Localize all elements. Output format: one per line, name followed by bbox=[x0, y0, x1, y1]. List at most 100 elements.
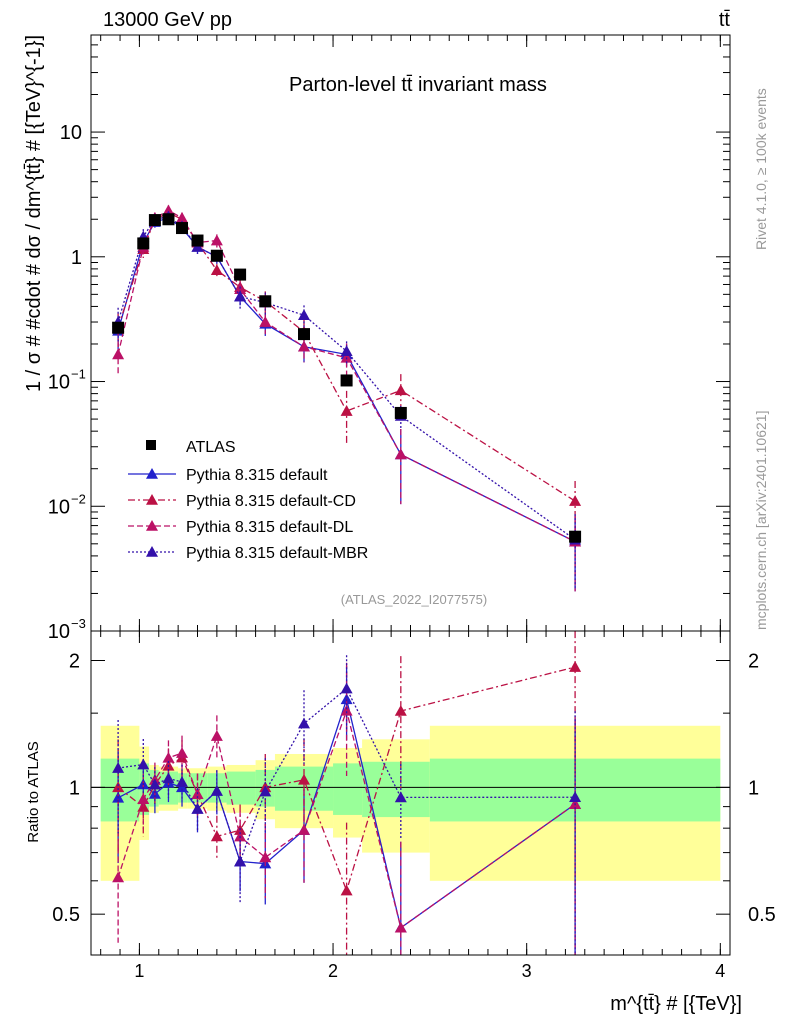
ratio-point bbox=[259, 851, 272, 863]
analysis-id: (ATLAS_2022_I2077575) bbox=[341, 592, 487, 607]
series-layer bbox=[112, 204, 582, 955]
atlas-point bbox=[162, 213, 175, 226]
ratio-point bbox=[569, 791, 582, 803]
data-point bbox=[176, 211, 189, 223]
x-axis-label: m^{tt̄} # [{TeV}] bbox=[610, 993, 742, 1015]
legend-label: Pythia 8.315 default bbox=[186, 467, 328, 484]
ratio-point bbox=[162, 751, 175, 763]
series-3 bbox=[112, 210, 582, 955]
ratio-point bbox=[234, 855, 247, 867]
band-green bbox=[226, 771, 256, 805]
x-tick-label: 4 bbox=[715, 961, 725, 981]
atlas-point bbox=[112, 321, 125, 334]
band-green bbox=[333, 763, 363, 815]
ratio-point bbox=[569, 661, 582, 672]
data-point bbox=[569, 495, 582, 506]
atlas-series bbox=[112, 213, 582, 543]
atlas-point bbox=[176, 222, 189, 235]
atlas-point bbox=[234, 268, 247, 281]
process-label: tt̄ bbox=[719, 9, 731, 31]
x-tick-label: 1 bbox=[134, 961, 144, 981]
ratio-point bbox=[191, 802, 204, 814]
atlas-point bbox=[210, 249, 223, 262]
plot-title: Parton-level tt̄ invariant mass bbox=[289, 74, 547, 96]
ratio-point bbox=[176, 747, 189, 758]
legend-marker bbox=[146, 546, 158, 557]
y-tick-exponent: −2 bbox=[71, 491, 86, 506]
y-tick-label: 10 bbox=[60, 122, 82, 144]
ratio-point bbox=[137, 793, 150, 804]
ratio-point bbox=[340, 704, 353, 716]
data-point bbox=[394, 448, 407, 460]
energy-label: 13000 GeV pp bbox=[103, 9, 232, 31]
legend-marker bbox=[146, 468, 158, 479]
atlas-point bbox=[259, 295, 272, 308]
atlas-point bbox=[569, 530, 582, 543]
ratio-point bbox=[259, 785, 272, 797]
data-point bbox=[112, 348, 125, 360]
ratio-point bbox=[112, 762, 125, 773]
atlas-point bbox=[191, 234, 204, 247]
legend: ATLAS Pythia 8.315 default Pythia 8.315 d… bbox=[128, 439, 368, 562]
data-point bbox=[340, 345, 353, 357]
rivet-label: Rivet 4.1.0, ≥ 100k events bbox=[753, 88, 769, 250]
legend-label: Pythia 8.315 default-MBR bbox=[186, 545, 368, 562]
data-point bbox=[210, 234, 223, 246]
ratio-point bbox=[394, 791, 407, 803]
ratio-point bbox=[340, 693, 353, 705]
ratio-point bbox=[112, 781, 125, 793]
y-tick-label: 1 bbox=[71, 247, 82, 269]
ratio-point bbox=[148, 778, 161, 790]
ratio-point bbox=[298, 717, 310, 729]
ratio-point bbox=[298, 824, 310, 835]
ratio-point bbox=[162, 772, 175, 784]
ratio-point bbox=[112, 871, 125, 883]
atlas-point bbox=[394, 406, 407, 419]
ratio-point bbox=[298, 773, 310, 785]
ratio-point bbox=[394, 704, 407, 716]
ratio-point bbox=[340, 884, 353, 896]
main-frame bbox=[90, 34, 731, 632]
atlas-point bbox=[298, 328, 310, 341]
data-point bbox=[259, 316, 272, 327]
x-tick-label: 3 bbox=[522, 961, 532, 981]
legend-marker bbox=[146, 520, 158, 531]
data-point bbox=[234, 290, 247, 302]
legend-label: Pythia 8.315 default-DL bbox=[186, 519, 353, 536]
x-tick-label: 2 bbox=[328, 961, 338, 981]
y-tick-label: 10 bbox=[48, 372, 70, 394]
atlas-point bbox=[148, 214, 161, 227]
data-point bbox=[210, 264, 223, 276]
ratio-tick-label-right: 2 bbox=[748, 651, 759, 673]
ratio-tick-label-right: 1 bbox=[748, 777, 759, 799]
ratio-tick-label-left: 2 bbox=[69, 651, 80, 673]
ratio-point bbox=[394, 921, 407, 933]
legend-marker bbox=[146, 494, 158, 505]
y-tick-label: 10 bbox=[48, 621, 70, 643]
legend-label: Pythia 8.315 default-CD bbox=[186, 493, 356, 510]
band-green bbox=[362, 761, 430, 818]
ratio-point bbox=[210, 730, 223, 741]
data-point bbox=[162, 204, 175, 216]
ratio-tick-label-left: 0.5 bbox=[52, 904, 80, 926]
ratio-point bbox=[340, 682, 353, 694]
data-point bbox=[340, 405, 353, 416]
ratio-y-axis-label: Ratio to ATLAS bbox=[25, 741, 42, 842]
ratio-tick-label-right: 0.5 bbox=[748, 904, 776, 926]
ratio-point bbox=[176, 776, 189, 787]
ratio-point bbox=[137, 758, 150, 770]
ratio-point bbox=[210, 830, 223, 842]
y-tick-exponent: −1 bbox=[71, 367, 86, 382]
data-point bbox=[394, 384, 407, 396]
ratio-tick-label-left: 1 bbox=[69, 777, 80, 799]
ratio-point bbox=[210, 784, 223, 796]
data-point bbox=[298, 340, 310, 352]
legend-atlas-label: ATLAS bbox=[186, 439, 236, 456]
data-point bbox=[340, 351, 353, 363]
y-axis-label: 1 / σ # #cdot # dσ / dm^{tt̄} # [{TeV}^{… bbox=[23, 35, 45, 392]
mcplots-label: mcplots.cern.ch [arXiv:2401.10621] bbox=[753, 411, 769, 630]
y-tick-label: 10 bbox=[48, 496, 70, 518]
atlas-point bbox=[137, 237, 150, 250]
